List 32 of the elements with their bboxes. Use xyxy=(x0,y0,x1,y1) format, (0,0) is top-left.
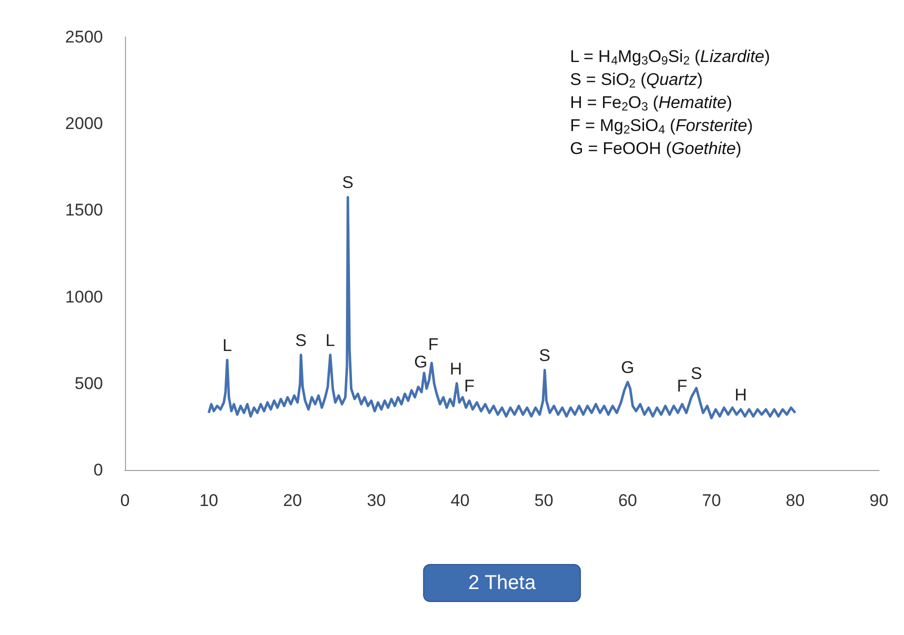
annotation: S xyxy=(690,364,702,384)
x-tick-label: 40 xyxy=(450,491,470,510)
line-series xyxy=(208,196,796,420)
annotation: F xyxy=(428,335,438,354)
x-tick-label: 10 xyxy=(199,491,218,510)
annotation: S xyxy=(539,346,550,366)
y-tick-label: 1000 xyxy=(65,287,103,306)
annotation: S xyxy=(295,330,307,350)
annotation: F xyxy=(676,376,688,396)
x-tick-label: 20 xyxy=(283,491,302,510)
x-tick-label: 0 xyxy=(120,491,130,510)
annotation: S xyxy=(342,173,354,192)
annotation: H xyxy=(734,385,747,404)
x-tick-label: 30 xyxy=(366,491,386,510)
y-tick-label: 0 xyxy=(94,460,103,480)
y-tick-label: 1500 xyxy=(65,200,103,220)
annotation: G xyxy=(414,352,428,372)
x-tick-label: 70 xyxy=(702,491,721,510)
annotation: G xyxy=(621,358,634,378)
x-tick-label: 80 xyxy=(786,491,805,510)
annotation: L xyxy=(222,336,232,356)
y-tick-label: 2000 xyxy=(65,114,103,134)
annotation: G = FeOOH (Goethite) xyxy=(570,139,742,158)
x-tick-label: 90 xyxy=(870,491,888,510)
y-tick-label: 500 xyxy=(74,374,103,393)
annotation: H xyxy=(450,359,462,378)
x-tick-label: 60 xyxy=(618,491,638,510)
annotation: F xyxy=(464,376,475,396)
x-axis-title: 2 Theta xyxy=(468,572,537,594)
x-tick-label: 50 xyxy=(534,491,554,510)
y-tick-label: 2500 xyxy=(65,28,103,46)
annotation: L xyxy=(326,330,335,350)
